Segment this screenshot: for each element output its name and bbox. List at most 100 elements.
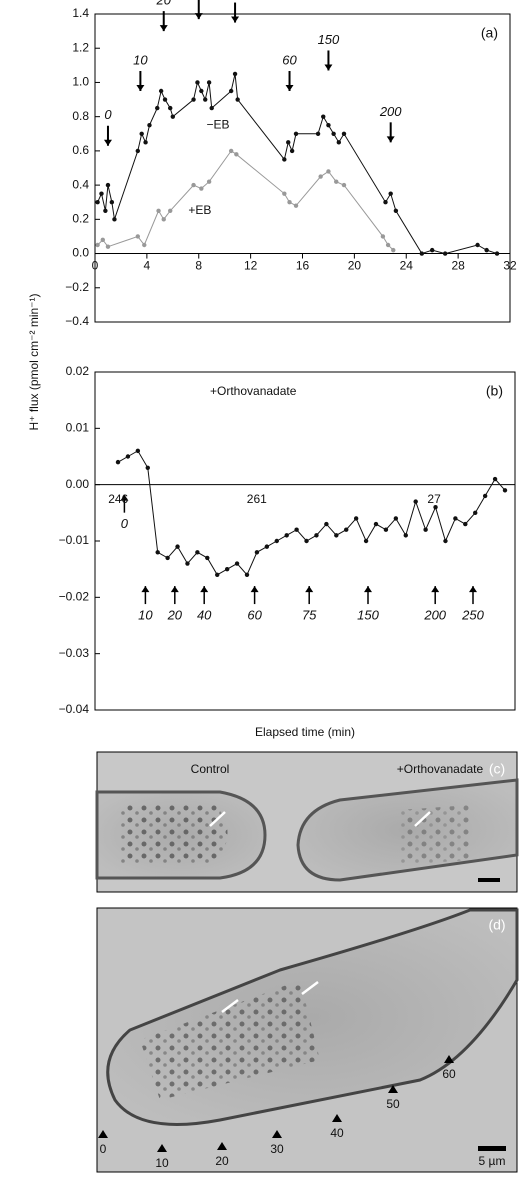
cytoplasm: [400, 805, 470, 865]
point: [492, 476, 498, 482]
marker-label: 60: [442, 1067, 456, 1081]
point: [115, 459, 121, 465]
point: [363, 538, 369, 544]
image-label: Control: [191, 762, 230, 776]
point: [135, 448, 141, 454]
y-tick-label: 0.8: [72, 109, 89, 123]
y-tick-label: 0.6: [72, 143, 89, 157]
point: [139, 131, 144, 136]
point: [224, 566, 230, 572]
point: [433, 505, 438, 510]
point: [442, 251, 448, 256]
point: [143, 140, 148, 145]
scale-bar: [478, 1146, 506, 1151]
point: [105, 182, 111, 188]
x-label: Elapsed time (min): [255, 725, 355, 739]
panel-label: (d): [488, 917, 505, 933]
series-line: [97, 73, 498, 255]
point: [234, 152, 239, 157]
point: [195, 550, 200, 555]
arrow: [414, 811, 431, 827]
arrow-head: [159, 25, 168, 32]
point: [175, 544, 180, 549]
point: [185, 561, 190, 566]
point: [274, 538, 279, 544]
marker: [157, 1144, 167, 1152]
annotation: 200: [379, 104, 402, 119]
point: [353, 516, 359, 521]
point: [156, 208, 161, 213]
arrow-head: [200, 586, 209, 593]
arrow-head: [120, 494, 129, 501]
y-tick-label: −0.03: [59, 646, 90, 660]
annotation: 75: [302, 608, 317, 623]
point: [282, 157, 287, 162]
point: [383, 527, 389, 532]
point: [326, 169, 331, 174]
scale-bar: [478, 878, 500, 882]
chart-title: +Orthovanadate: [210, 384, 297, 398]
point: [393, 208, 399, 213]
point: [135, 234, 140, 239]
x-tick-label: 4: [144, 259, 151, 273]
series-line: [97, 150, 394, 251]
plot-frame: [94, 13, 511, 323]
overlay-label: 246: [108, 492, 128, 506]
arrow-head: [386, 136, 395, 143]
point: [282, 191, 287, 196]
point: [463, 521, 468, 527]
point: [209, 105, 214, 111]
series-label: −EB: [207, 117, 230, 131]
point: [388, 191, 393, 196]
point: [109, 200, 115, 205]
arrow: [209, 811, 226, 827]
point: [324, 521, 329, 527]
y-tick-label: −0.2: [65, 280, 89, 294]
x-tick-label: 32: [503, 259, 517, 273]
marker: [444, 1055, 454, 1063]
point: [287, 200, 292, 205]
scale-label: 5 µm: [479, 1154, 506, 1168]
point: [304, 538, 309, 544]
point: [125, 454, 131, 459]
y-tick-label: 0.00: [66, 477, 90, 491]
y-tick-label: −0.4: [65, 314, 89, 328]
point: [344, 527, 349, 532]
point: [158, 88, 164, 94]
point: [170, 114, 176, 119]
annotation: 20: [167, 608, 183, 623]
point: [413, 499, 418, 504]
point: [228, 148, 234, 154]
y-tick-label: 0.2: [72, 212, 89, 226]
cytoplasm: [120, 805, 228, 865]
point: [232, 71, 238, 77]
y-tick-label: 0.01: [66, 421, 90, 435]
point: [314, 533, 319, 538]
point: [482, 493, 488, 499]
annotation: 60: [282, 52, 297, 67]
point: [155, 550, 160, 555]
marker: [388, 1085, 398, 1093]
y-tick-label: 0.02: [66, 364, 90, 378]
point: [162, 97, 168, 102]
arrow-head: [136, 85, 145, 91]
series-label: +EB: [188, 203, 211, 217]
point: [100, 237, 105, 243]
overlay-label: 27: [427, 492, 441, 506]
y-label: H⁺ flux (pmol cm⁻² min⁻¹): [27, 293, 41, 430]
point: [191, 97, 196, 102]
point: [383, 200, 388, 205]
point: [294, 527, 299, 532]
point: [235, 97, 240, 102]
point: [484, 247, 489, 253]
point: [244, 572, 250, 577]
point: [168, 208, 173, 213]
panel-label: (b): [486, 383, 503, 399]
point: [254, 550, 260, 555]
point: [289, 148, 295, 154]
point: [419, 251, 425, 256]
marker-label: 30: [270, 1142, 284, 1156]
point: [191, 182, 196, 188]
